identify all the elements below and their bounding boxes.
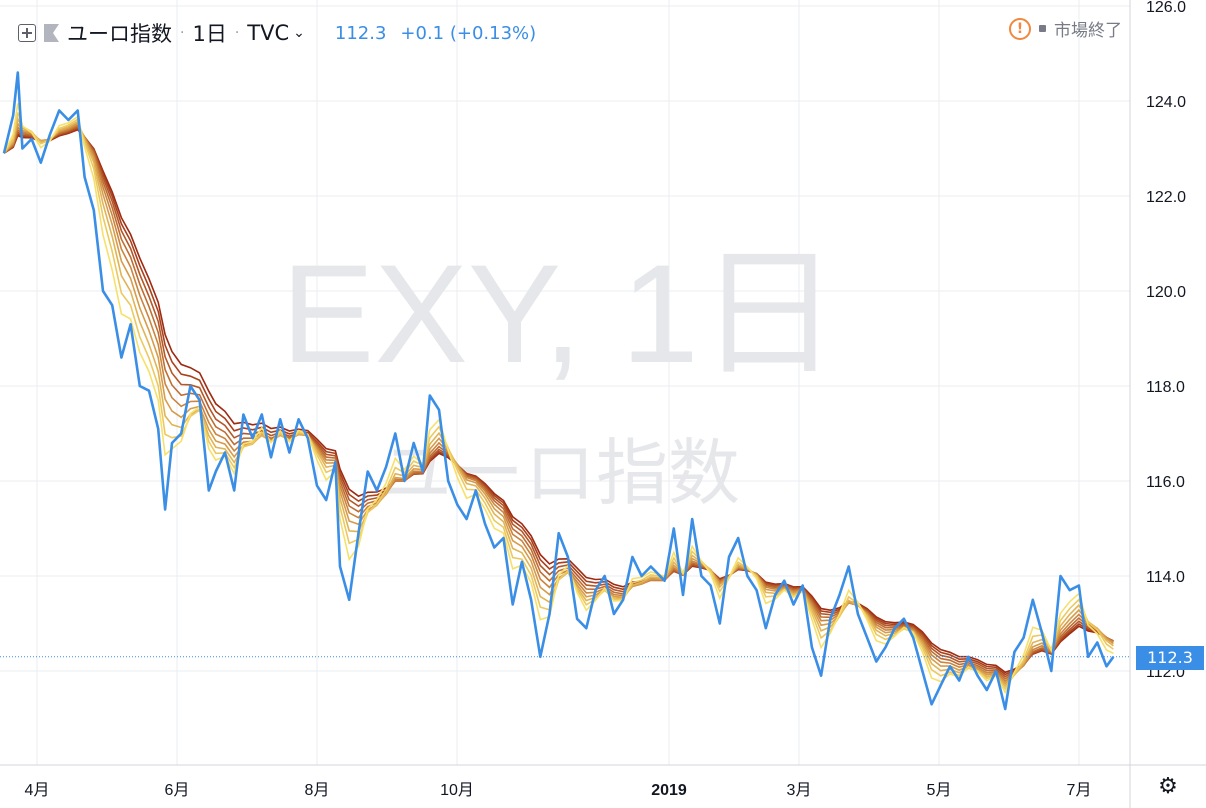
x-tick-label: 8月 bbox=[305, 782, 330, 799]
price-series-line bbox=[2, 71, 1115, 711]
ma-ribbon-line bbox=[3, 123, 1114, 683]
alert-icon[interactable]: ! bbox=[1009, 17, 1031, 40]
x-tick-label: 7月 bbox=[1067, 782, 1092, 799]
watermark-description: ユーロ指数 bbox=[380, 434, 740, 514]
market-status[interactable]: ! 市場終了 bbox=[1009, 16, 1122, 41]
gear-icon[interactable]: ⚙ bbox=[1158, 774, 1178, 799]
ma-ribbon-line bbox=[3, 112, 1114, 691]
interval-label[interactable]: 1日 bbox=[192, 22, 227, 46]
x-tick-label: 3月 bbox=[787, 782, 812, 799]
separator: · bbox=[180, 25, 185, 41]
x-tick-label: 10月 bbox=[440, 782, 474, 799]
symbol-name[interactable]: ユーロ指数 bbox=[67, 22, 172, 46]
price-change: +0.1 (+0.13%) bbox=[400, 22, 537, 44]
ma-ribbon-line bbox=[3, 128, 1114, 674]
y-tick-label: 116.0 bbox=[1146, 474, 1185, 491]
gridlines bbox=[0, 0, 1130, 765]
ma-ribbon-line bbox=[3, 103, 1114, 695]
market-status-label: 市場終了 bbox=[1054, 21, 1122, 41]
y-tick-label: 118.0 bbox=[1146, 379, 1185, 396]
y-tick-label: 120.0 bbox=[1146, 284, 1186, 301]
last-price: 112.3 bbox=[334, 22, 387, 44]
y-tick-label: 122.0 bbox=[1146, 189, 1186, 206]
chevron-down-icon[interactable]: ⌄ bbox=[293, 25, 305, 41]
exchange-label[interactable]: TVC bbox=[247, 21, 290, 45]
separator: · bbox=[234, 25, 240, 41]
x-tick-label: 5月 bbox=[927, 782, 952, 799]
last-price-tag: 112.3 bbox=[1136, 646, 1204, 670]
ma-ribbon-line bbox=[3, 127, 1114, 676]
symbol-header: ユーロ指数 · 1日 · TVC ⌄ 112.3 +0.1 (+0.13%) bbox=[18, 18, 536, 48]
ma-ribbon-line bbox=[3, 121, 1114, 685]
ma-ribbon-line bbox=[3, 125, 1114, 680]
x-tick-label: 4月 bbox=[25, 782, 50, 799]
y-tick-label: 124.0 bbox=[1146, 94, 1186, 111]
x-tick-label: 2019 bbox=[651, 782, 687, 799]
y-tick-label: 114.0 bbox=[1146, 569, 1185, 586]
x-tick-label: 6月 bbox=[165, 782, 190, 799]
flag-icon[interactable] bbox=[44, 24, 59, 42]
watermark-symbol: EXY, 1日 bbox=[281, 235, 839, 392]
y-tick-label: 126.0 bbox=[1146, 0, 1186, 16]
status-dot-icon bbox=[1039, 25, 1046, 32]
ma-ribbon-line bbox=[3, 116, 1114, 688]
ma-ribbon-line bbox=[3, 126, 1114, 678]
add-symbol-icon[interactable] bbox=[18, 24, 36, 42]
ma-ribbon bbox=[3, 103, 1114, 695]
